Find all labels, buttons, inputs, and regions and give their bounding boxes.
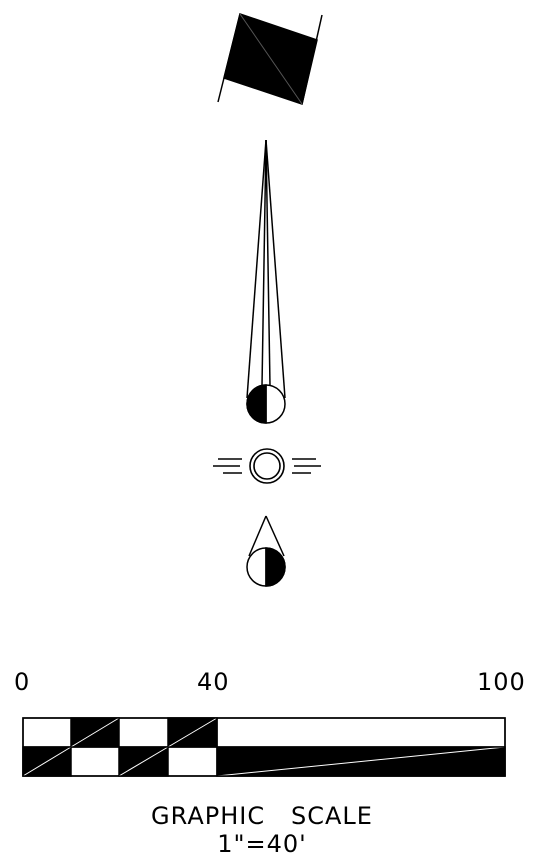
half-moon-icon (246, 515, 286, 587)
scale-tick-40: 40 (197, 668, 230, 696)
scale-tick-100: 100 (477, 668, 526, 696)
scale-tick-0: 0 (14, 668, 30, 696)
north-arrow-icon (246, 139, 286, 424)
scale-title: GRAPHIC SCALE (151, 802, 373, 830)
scale-ratio: 1"=40' (217, 830, 307, 858)
graphic-scale-bar (22, 717, 506, 777)
sun-icon (213, 448, 321, 484)
north-flag-icon (217, 13, 323, 105)
